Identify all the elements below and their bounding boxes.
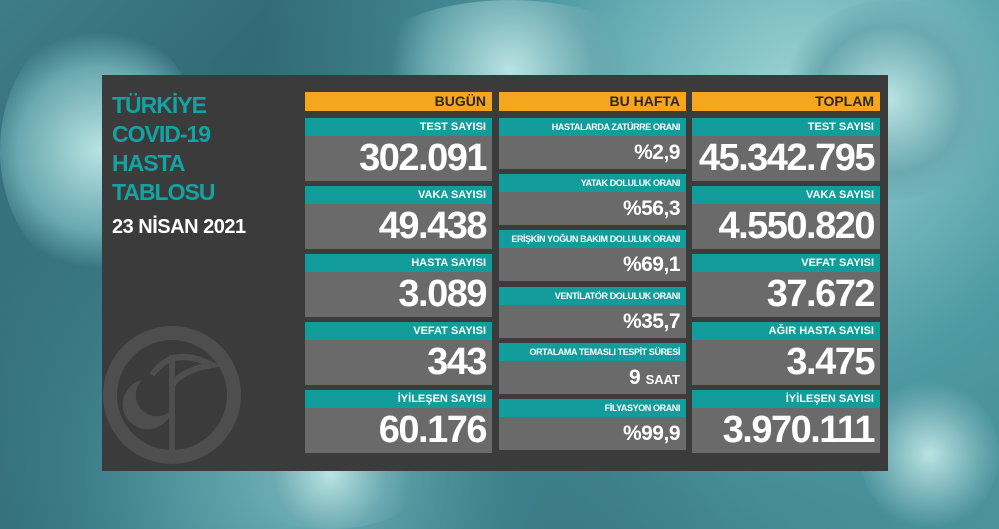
stat-label: VENTİLATÖR DOLULUK ORANI — [499, 287, 686, 305]
report-date: 23 NİSAN 2021 — [112, 216, 246, 238]
stat-unit: SAAT — [645, 372, 680, 387]
stat-label: YATAK DOLULUK ORANI — [499, 174, 686, 192]
stat-number: 302.091 — [359, 137, 487, 179]
column-header: BU HAFTA — [499, 92, 686, 111]
column-header: TOPLAM — [692, 92, 880, 111]
stat-number: 3.475 — [786, 341, 875, 383]
ministry-emblem-icon — [103, 326, 241, 464]
stat-number: 3.970.111 — [722, 409, 876, 451]
today-column: BUGÜN TEST SAYISI 302.091 VAKA SAYISI 49.43… — [305, 92, 492, 472]
stat-value: 343 — [305, 340, 492, 385]
stat-value: %69,1 — [499, 248, 686, 281]
stat-value: 37.672 — [692, 272, 880, 317]
stat-card: ERİŞKİN YOĞUN BAKIM DOLULUK ORANI %69,1 — [499, 230, 686, 281]
stat-card: YATAK DOLULUK ORANI %56,3 — [499, 174, 686, 225]
stat-value: %2,9 — [499, 136, 686, 169]
stat-label: VEFAT SAYISI — [692, 254, 880, 272]
stat-label: İYİLEŞEN SAYISI — [692, 390, 880, 408]
stat-card: AĞIR HASTA SAYISI 3.475 — [692, 322, 880, 385]
stat-number: %69,1 — [622, 253, 681, 276]
stat-label: TEST SAYISI — [692, 118, 880, 136]
stat-value: %56,3 — [499, 192, 686, 225]
stat-label: AĞIR HASTA SAYISI — [692, 322, 880, 340]
stat-value: 3.089 — [305, 272, 492, 317]
stat-value: 4.550.820 — [692, 204, 880, 249]
stat-card: VEFAT SAYISI 37.672 — [692, 254, 880, 317]
stat-number: 3.089 — [398, 273, 487, 315]
title-line: TABLOSU — [112, 179, 215, 205]
stat-card: TEST SAYISI 45.342.795 — [692, 118, 880, 181]
stat-number: %2,9 — [634, 141, 680, 164]
title-line: HASTA — [112, 150, 186, 176]
stat-card: VAKA SAYISI 49.438 — [305, 186, 492, 249]
stat-number: 49.438 — [378, 205, 488, 247]
page-title: TÜRKİYE COVID-19 HASTA TABLOSU — [112, 91, 215, 207]
total-column: TOPLAM TEST SAYISI 45.342.795 VAKA SAYISI 4… — [692, 92, 880, 472]
title-line: TÜRKİYE — [112, 92, 207, 118]
stat-label: İYİLEŞEN SAYISI — [305, 390, 492, 408]
stat-card: HASTA SAYISI 3.089 — [305, 254, 492, 317]
stat-label: ERİŞKİN YOĞUN BAKIM DOLULUK ORANI — [499, 230, 686, 248]
stat-value: 302.091 — [305, 136, 492, 181]
stat-label: FİLYASYON ORANI — [499, 399, 686, 417]
title-line: COVID-19 — [112, 121, 211, 147]
stat-card: TEST SAYISI 302.091 — [305, 118, 492, 181]
stat-value: 60.176 — [305, 408, 492, 453]
stat-label: VAKA SAYISI — [305, 186, 492, 204]
stat-value: 45.342.795 — [692, 136, 880, 181]
stat-number: 4.550.820 — [718, 205, 875, 247]
stat-card: HASTALARDA ZATÜRRE ORANI %2,9 — [499, 118, 686, 169]
stat-label: VEFAT SAYISI — [305, 322, 492, 340]
stat-value: %35,7 — [499, 305, 686, 338]
stat-card: FİLYASYON ORANI %99,9 — [499, 399, 686, 450]
stat-number: 9 — [629, 366, 641, 389]
stat-number: 343 — [427, 341, 487, 383]
week-column: BU HAFTA HASTALARDA ZATÜRRE ORANI %2,9 YAT… — [499, 92, 686, 472]
stat-value: %99,9 — [499, 417, 686, 450]
stat-card: İYİLEŞEN SAYISI 60.176 — [305, 390, 492, 453]
stat-label: ORTALAMA TEMASLI TESPİT SÜRESİ — [499, 343, 686, 361]
stat-card: İYİLEŞEN SAYISI 3.970.111 — [692, 390, 880, 453]
stat-number: %99,9 — [622, 422, 681, 445]
stat-number: %56,3 — [622, 197, 681, 220]
stat-label: HASTA SAYISI — [305, 254, 492, 272]
stat-card: VENTİLATÖR DOLULUK ORANI %35,7 — [499, 287, 686, 338]
stat-number: 37.672 — [766, 273, 876, 315]
stat-card: VAKA SAYISI 4.550.820 — [692, 186, 880, 249]
stat-value: 9 SAAT — [499, 361, 686, 394]
stat-number: 60.176 — [378, 409, 488, 451]
column-header: BUGÜN — [305, 92, 492, 111]
covid-table-panel: TÜRKİYE COVID-19 HASTA TABLOSU 23 NİSAN … — [102, 75, 888, 471]
stat-card: ORTALAMA TEMASLI TESPİT SÜRESİ 9 SAAT — [499, 343, 686, 394]
stat-label: HASTALARDA ZATÜRRE ORANI — [499, 118, 686, 136]
stat-label: VAKA SAYISI — [692, 186, 880, 204]
stat-number: %35,7 — [622, 310, 681, 333]
stat-value: 3.475 — [692, 340, 880, 385]
stat-card: VEFAT SAYISI 343 — [305, 322, 492, 385]
stat-value: 49.438 — [305, 204, 492, 249]
stat-label: TEST SAYISI — [305, 118, 492, 136]
stat-value: 3.970.111 — [692, 408, 880, 453]
stat-number: 45.342.795 — [698, 137, 876, 179]
